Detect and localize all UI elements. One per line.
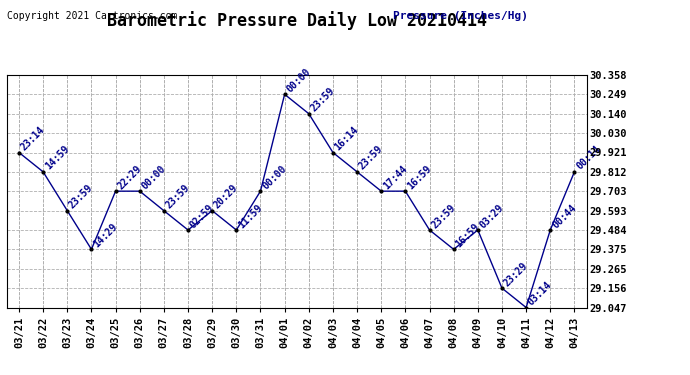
Text: 23:59: 23:59 (164, 183, 192, 211)
Text: 23:59: 23:59 (430, 202, 457, 230)
Text: 03:14: 03:14 (526, 280, 554, 308)
Text: 00:14: 00:14 (575, 144, 602, 172)
Text: 03:29: 03:29 (478, 202, 506, 230)
Text: 11:59: 11:59 (237, 202, 264, 230)
Text: 16:59: 16:59 (454, 222, 482, 249)
Text: 14:59: 14:59 (43, 144, 71, 172)
Text: 00:00: 00:00 (285, 66, 313, 94)
Text: 14:29: 14:29 (91, 222, 119, 249)
Text: 16:59: 16:59 (406, 164, 433, 191)
Text: 17:44: 17:44 (382, 164, 409, 191)
Text: Pressure (Inches/Hg): Pressure (Inches/Hg) (393, 11, 529, 21)
Text: 23:59: 23:59 (357, 144, 385, 172)
Text: 23:14: 23:14 (19, 124, 47, 153)
Text: 00:00: 00:00 (261, 164, 288, 191)
Text: 23:29: 23:29 (502, 260, 530, 288)
Text: 20:29: 20:29 (213, 183, 240, 211)
Text: 23:59: 23:59 (309, 86, 337, 114)
Text: 00:44: 00:44 (551, 202, 578, 230)
Text: 00:00: 00:00 (140, 164, 168, 191)
Text: 16:14: 16:14 (333, 124, 361, 153)
Text: Copyright 2021 Cartronics.com: Copyright 2021 Cartronics.com (7, 11, 177, 21)
Text: 23:59: 23:59 (68, 183, 95, 211)
Text: Barometric Pressure Daily Low 20210414: Barometric Pressure Daily Low 20210414 (107, 11, 486, 30)
Text: 22:29: 22:29 (116, 164, 144, 191)
Text: 02:59: 02:59 (188, 202, 216, 230)
